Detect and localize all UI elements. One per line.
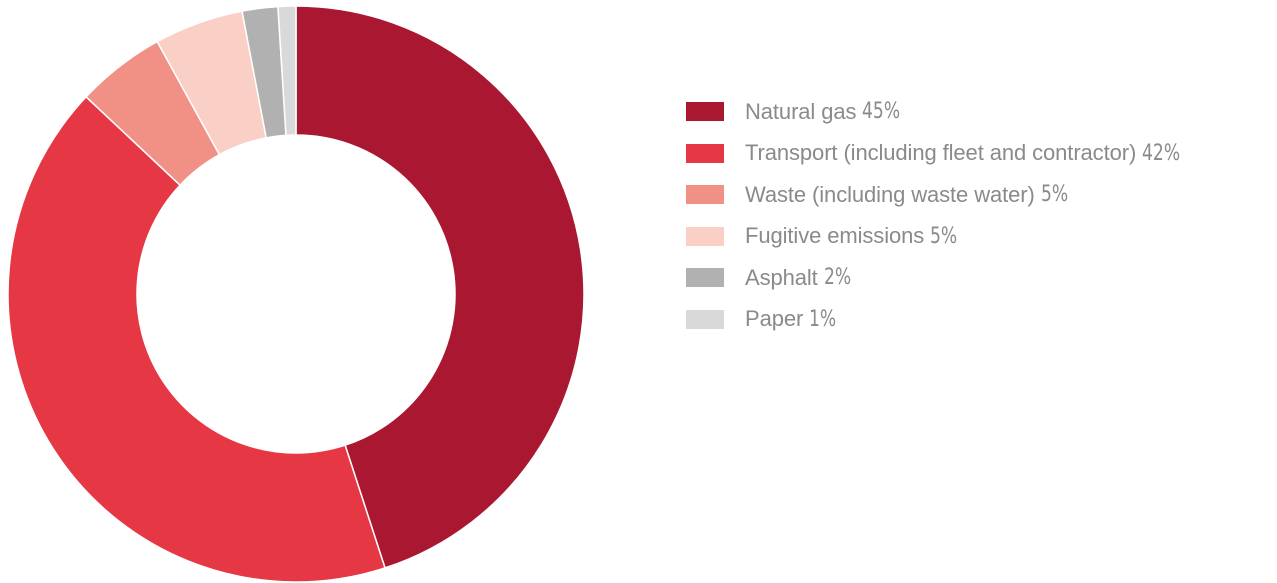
legend-label: Natural gas bbox=[745, 98, 857, 124]
legend-item: Natural gas 45% bbox=[686, 91, 1191, 133]
legend-item: Waste (including waste water) 5% bbox=[686, 174, 1191, 216]
legend-label: Asphalt bbox=[745, 264, 818, 290]
donut-slice-transport bbox=[7, 95, 386, 583]
legend-swatch bbox=[686, 309, 724, 329]
legend-swatch bbox=[686, 143, 724, 163]
legend-value: 5% bbox=[930, 223, 958, 249]
legend-label: Waste (including waste water) bbox=[745, 181, 1035, 207]
legend-value: 45% bbox=[862, 99, 901, 125]
legend-item: Paper 1% bbox=[686, 299, 1191, 341]
legend-item: Transport (including fleet and contracto… bbox=[686, 133, 1191, 175]
legend-swatch bbox=[686, 268, 724, 288]
donut-slice-natural bbox=[295, 5, 585, 569]
legend-item: Asphalt 2% bbox=[686, 257, 1191, 299]
legend-label: Paper bbox=[745, 306, 804, 332]
legend-swatch bbox=[686, 226, 724, 246]
chart-legend: Natural gas 45% Transport (including fleet… bbox=[686, 91, 1191, 340]
donut-slice-paper bbox=[277, 5, 297, 137]
legend-item: Fugitive emissions 5% bbox=[686, 216, 1191, 258]
legend-swatch bbox=[686, 102, 724, 122]
legend-value: 42% bbox=[1142, 140, 1181, 166]
legend-value: 5% bbox=[1040, 182, 1068, 208]
donut-chart bbox=[7, 5, 585, 583]
legend-swatch bbox=[686, 185, 724, 205]
legend-value: 1% bbox=[809, 306, 837, 332]
legend-label: Transport (including fleet and contracto… bbox=[745, 140, 1137, 166]
legend-value: 2% bbox=[823, 265, 851, 291]
legend-label: Fugitive emissions bbox=[745, 223, 925, 249]
